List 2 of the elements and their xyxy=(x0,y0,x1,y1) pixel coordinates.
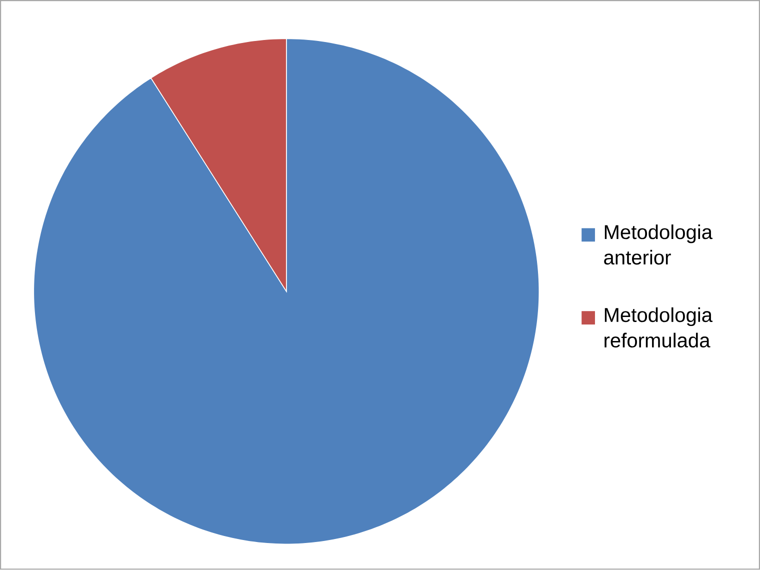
legend-label: Metodologia anterior xyxy=(604,224,713,265)
legend-label: Metodologia reformulada xyxy=(604,308,713,348)
